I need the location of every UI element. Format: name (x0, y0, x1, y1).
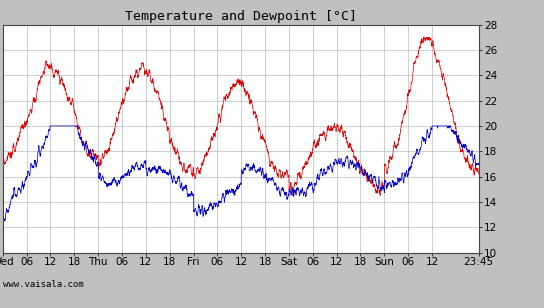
Text: www.vaisala.com: www.vaisala.com (3, 280, 83, 289)
Title: Temperature and Dewpoint [°C]: Temperature and Dewpoint [°C] (125, 10, 357, 23)
